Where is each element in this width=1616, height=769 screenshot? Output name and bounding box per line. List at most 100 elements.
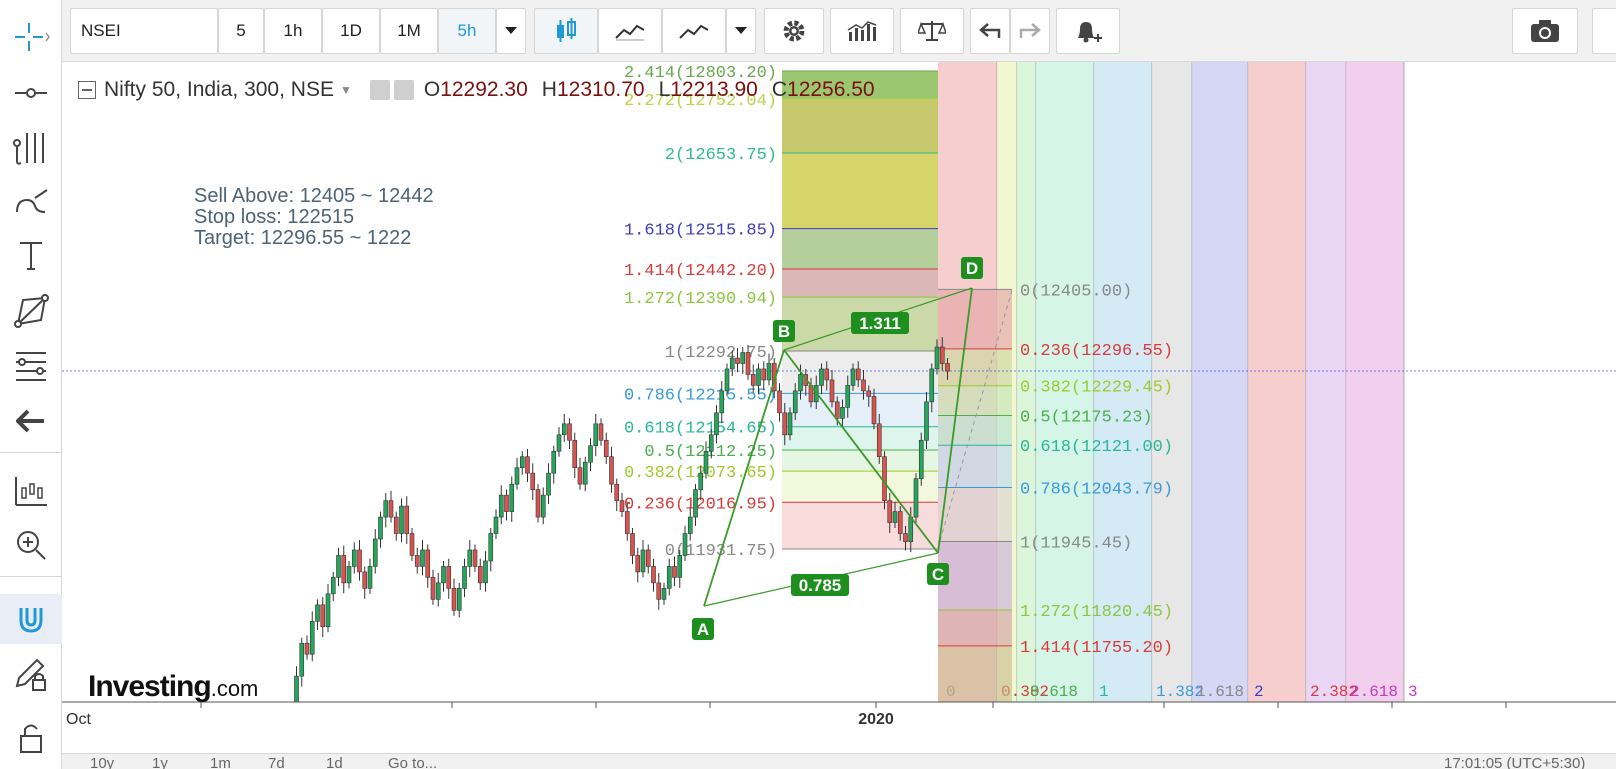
- chevron-down-icon[interactable]: ▼: [339, 83, 352, 97]
- candle-body: [876, 423, 882, 458]
- candle-body: [635, 555, 641, 573]
- range-7d[interactable]: 7d: [268, 755, 285, 769]
- point-a-label-box: [692, 618, 714, 640]
- zoom-in-icon[interactable]: [0, 520, 62, 570]
- lock-icon[interactable]: [0, 712, 62, 762]
- candle-body: [498, 494, 504, 518]
- compare-scale-icon[interactable]: [900, 8, 964, 54]
- interval-1h[interactable]: 1h: [264, 8, 322, 54]
- legend-collapse-icon[interactable]: [78, 81, 96, 99]
- fib-projection-label: 0.618(12121.00): [1020, 438, 1173, 457]
- range-1m[interactable]: 1m: [210, 755, 231, 769]
- crosshair-icon[interactable]: [0, 12, 62, 62]
- interval-5[interactable]: 5: [218, 8, 264, 54]
- candle-body: [462, 566, 467, 589]
- legend-title[interactable]: Nifty 50, India, 300, NSE: [104, 78, 334, 101]
- fib-retracement-label: 1(12292.75): [665, 344, 777, 363]
- point-b-label-box: [773, 320, 795, 342]
- candle-body: [761, 368, 767, 381]
- candle-body: [320, 604, 326, 628]
- fib-projection-label: 1(11945.45): [1020, 534, 1132, 553]
- fib-time-band: [1152, 62, 1192, 702]
- candle-body: [861, 379, 866, 392]
- fib-retracement-label: 2.414(12803.20): [624, 64, 777, 83]
- indicators-icon[interactable]: [830, 8, 894, 54]
- range-10y[interactable]: 10y: [90, 755, 115, 769]
- fib-time-band: [1192, 62, 1248, 702]
- fib-retracement-zone: [782, 426, 938, 451]
- chart-type-dropdown-icon[interactable]: [726, 8, 756, 54]
- measure-icon[interactable]: [0, 466, 62, 516]
- candle-body: [619, 500, 625, 512]
- brush-icon[interactable]: [0, 176, 62, 226]
- point-a-label: A: [697, 620, 709, 639]
- text-tool-icon[interactable]: [0, 230, 62, 280]
- range-1d[interactable]: 1d: [326, 755, 343, 769]
- fib-time-band: [1346, 62, 1404, 702]
- fib-retracement-icon[interactable]: [0, 340, 62, 390]
- interval-5h[interactable]: 5h: [438, 8, 496, 54]
- drawing-toolbar: [0, 0, 62, 769]
- fib-retracement-zone: [782, 393, 938, 427]
- go-to-date-button[interactable]: Go to...: [388, 755, 438, 769]
- add-alert-icon[interactable]: [1056, 8, 1120, 54]
- redo-icon[interactable]: [1010, 8, 1050, 54]
- candle-body: [787, 412, 793, 436]
- candle-body: [409, 533, 415, 556]
- pattern-tool-icon[interactable]: [0, 286, 62, 336]
- fib-time-band: [1094, 62, 1152, 702]
- candle-body: [362, 571, 368, 589]
- indicator-chart-icon[interactable]: [662, 8, 726, 54]
- camera-icon[interactable]: [1512, 8, 1578, 54]
- line-chart-icon[interactable]: [598, 8, 662, 54]
- pencil-lock-icon[interactable]: [0, 650, 62, 700]
- fullscreen-icon[interactable]: [1592, 8, 1616, 54]
- candle-body: [924, 401, 929, 441]
- candle-body: [729, 357, 735, 370]
- candle-body: [661, 588, 667, 600]
- fib-time-band: [1306, 62, 1346, 702]
- candle-body: [624, 511, 630, 534]
- note-sell-above[interactable]: Sell Above: 12405 ~ 12442: [194, 185, 434, 207]
- candle-body: [766, 363, 772, 381]
- candle-body: [378, 516, 383, 540]
- gear-icon[interactable]: [764, 8, 824, 54]
- candle-body: [414, 555, 420, 567]
- symbol-search-input[interactable]: NSEI: [70, 8, 218, 54]
- magnet-icon[interactable]: [0, 594, 62, 644]
- candle-body: [666, 566, 672, 589]
- range-1y[interactable]: 1y: [152, 755, 168, 769]
- interval-dropdown-icon[interactable]: [496, 8, 526, 54]
- candle-body: [383, 500, 389, 518]
- fib-time-band: [1036, 62, 1094, 702]
- candle-body: [866, 390, 872, 397]
- interval-1m[interactable]: 1M: [380, 8, 438, 54]
- candles-chart-icon[interactable]: [534, 8, 598, 54]
- candle-body: [656, 582, 662, 600]
- fib-time-label: 1: [1099, 683, 1109, 701]
- candle-body: [640, 549, 646, 573]
- candle-body: [834, 401, 840, 419]
- interval-1d[interactable]: 1D: [322, 8, 380, 54]
- note-stop-loss[interactable]: Stop loss: 122515: [194, 206, 355, 228]
- ratio-ac-label: 0.785: [799, 576, 842, 595]
- candle-body: [519, 456, 525, 468]
- candle-body: [372, 538, 378, 567]
- pitchfork-icon[interactable]: [0, 122, 62, 172]
- note-target[interactable]: Target: 12296.55 ~ 1222: [194, 227, 412, 249]
- back-arrow-icon[interactable]: [0, 396, 62, 446]
- ratio-ac-label-box: [791, 574, 849, 596]
- fib-retracement-label: 1.618(12515.85): [624, 222, 777, 241]
- horizontal-line-icon[interactable]: [0, 68, 62, 118]
- candle-body: [703, 450, 709, 474]
- close-label: C: [771, 78, 788, 101]
- candle-body: [404, 505, 410, 534]
- candle-body: [315, 604, 320, 622]
- clock-timezone[interactable]: 17:01:05 (UTC+5:30): [1444, 755, 1586, 769]
- undo-icon[interactable]: [970, 8, 1010, 54]
- gear-small-icon[interactable]: [393, 80, 414, 100]
- bottom-range-bar: 10y 1y 1m 7d 1d Go to... 17:01:05 (UTC+5…: [62, 753, 1616, 769]
- eye-icon[interactable]: [369, 80, 390, 100]
- candle-body: [577, 467, 583, 485]
